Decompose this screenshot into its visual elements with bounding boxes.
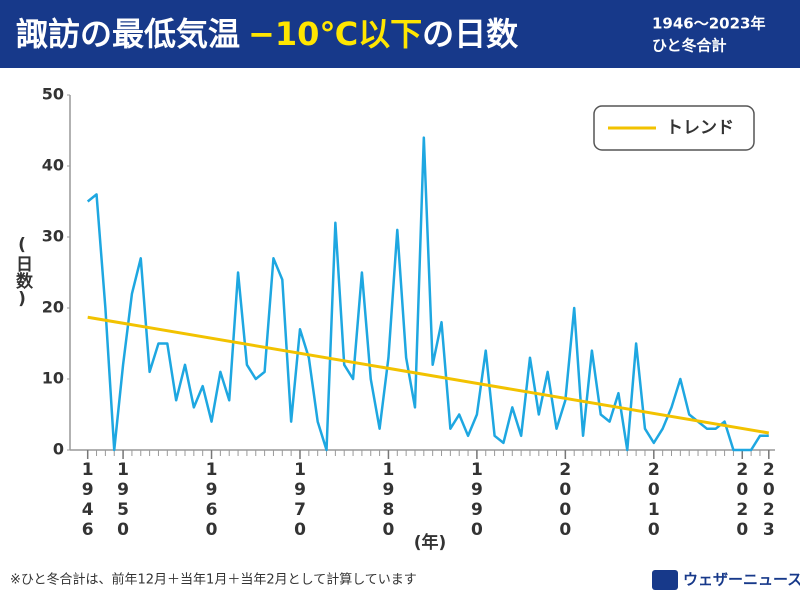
x-tick-label: 1950 [113,460,133,540]
data-line [86,136,769,452]
x-tick-label: 1960 [202,460,222,540]
y-tick-label: 20 [42,298,64,317]
header-bar [0,0,800,68]
legend-box [593,105,755,151]
y-axis-label: (日数) [12,235,33,309]
x-tick-label: 1970 [290,460,310,540]
logo-mark [652,570,678,590]
chart-title: 諏訪の最低気温 −10℃以下の日数 [16,15,519,53]
y-tick-label: 30 [42,227,64,246]
trend-line [87,315,770,435]
x-tick-label: 1946 [78,460,98,540]
x-tick-label: 1990 [467,460,487,540]
x-tick-label: 1980 [378,460,398,540]
title-part: の日数 [422,15,519,53]
title-part: 諏訪の最低気温 [16,15,240,53]
footnote: ※ひと冬合計は、前年12月＋当年1月＋当年2月として計算しています [10,572,417,588]
x-tick-label: 2000 [555,460,575,540]
logo-text: ウェザーニュース [683,571,800,589]
x-axis-label: (年) [414,532,447,553]
y-tick-label: 40 [42,156,64,175]
subtitle: 1946〜2023年 [652,15,766,33]
y-tick-label: 0 [53,440,64,459]
y-tick-label: 50 [42,85,64,104]
title-part: −10℃以下 [248,15,422,53]
x-tick-label: 2023 [759,460,779,540]
x-tick-label: 2010 [644,460,664,540]
legend-label: トレンド [666,118,734,138]
y-tick-label: 10 [42,369,64,388]
subtitle: ひと冬合計 [652,37,727,55]
x-tick-label: 2020 [732,460,752,540]
